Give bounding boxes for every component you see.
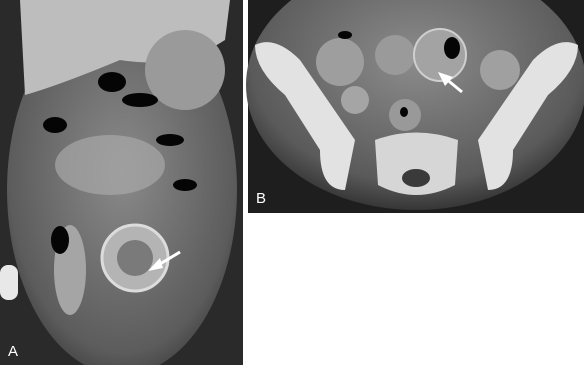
stomach (145, 30, 225, 110)
gas-pocket (400, 107, 408, 117)
bowel-loop (480, 50, 520, 90)
panel-label: A (8, 343, 18, 360)
gas-pocket (98, 72, 126, 92)
liver (20, 0, 230, 95)
sacrum (375, 132, 458, 195)
bowel-loop (341, 86, 369, 114)
iliac-bone (478, 42, 578, 191)
gas-pocket (122, 93, 158, 107)
gas-pocket (156, 134, 184, 146)
arrowhead (438, 72, 453, 86)
gas-pocket (51, 226, 69, 254)
gas-pocket (444, 37, 460, 59)
gas-pocket (43, 117, 67, 133)
gas-pocket (173, 179, 197, 191)
panel-label: B (256, 190, 266, 207)
bowel-loops (55, 135, 165, 195)
bowel-loop (375, 35, 415, 75)
panel-a: A (0, 0, 243, 365)
bowel-loop (316, 38, 364, 86)
panel-b: B (246, 0, 584, 213)
gas-pocket (338, 31, 352, 39)
arrowhead (148, 258, 163, 271)
bone (0, 265, 18, 300)
canal (402, 169, 430, 187)
iliac-bone (255, 42, 355, 191)
inner-loop (117, 240, 153, 276)
